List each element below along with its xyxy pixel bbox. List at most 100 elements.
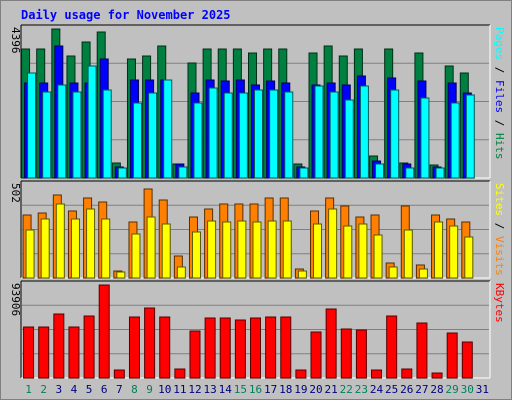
x-tick-label-day-18: 18 [279,383,292,396]
bar-visits-sites-day-8 [131,233,141,279]
bar-hits-pages-day-16 [254,89,263,179]
bar-hits-pages-day-5 [87,65,97,179]
bar-kbytes-kbytes-day-19 [295,369,307,379]
x-tick-label-day-23: 23 [355,383,368,396]
bar-visits-sites-day-13 [207,220,217,279]
bar-kbytes-kbytes-day-20 [310,331,322,379]
legend-separator: / [493,60,506,80]
bar-hits-pages-day-18 [284,91,294,179]
x-tick-label-day-9: 9 [146,383,153,396]
bar-visits-sites-day-1 [25,229,35,279]
bar-visits-sites-day-21 [328,208,338,279]
bar-hits-pages-day-9 [148,92,158,179]
bar-visits-sites-day-24 [373,234,383,279]
bar-kbytes-kbytes-day-11 [174,368,186,379]
x-tick-label-day-30: 30 [461,383,474,396]
panel-kbytes-ymax-label: 93906 [9,283,22,316]
bar-kbytes-kbytes-day-23 [355,329,367,379]
x-tick-label-day-4: 4 [71,383,78,396]
bar-hits-pages-day-8 [132,102,142,179]
legend-separator: / [493,113,506,133]
x-tick-label-day-25: 25 [385,383,398,396]
x-tick-label-day-28: 28 [430,383,443,396]
x-tick-label-day-22: 22 [340,383,353,396]
x-tick-label-day-13: 13 [203,383,216,396]
bar-kbytes-kbytes-day-16 [250,317,261,379]
panel-visits-ymax-label: 502 [9,183,22,203]
bar-hits-pages-day-1 [27,72,37,179]
bar-hits-pages-day-17 [269,89,279,179]
x-tick-label-day-27: 27 [415,383,428,396]
bar-hits-pages-day-12 [193,102,203,179]
bar-kbytes-kbytes-day-10 [159,316,171,379]
bar-kbytes-kbytes-day-2 [38,326,50,379]
bar-hits-pages-day-3 [57,84,67,179]
bar-visits-sites-day-28 [434,221,444,279]
bar-kbytes-kbytes-day-8 [128,316,140,379]
bar-visits-sites-day-20 [313,223,323,279]
x-tick-label-day-20: 20 [309,383,322,396]
bar-hits-pages-day-20 [314,85,324,179]
bar-kbytes-kbytes-day-25 [386,315,398,379]
bar-kbytes-kbytes-day-24 [371,369,383,379]
bar-kbytes-kbytes-day-6 [98,284,110,379]
bar-kbytes-kbytes-day-4 [68,326,80,379]
bar-kbytes-kbytes-day-26 [401,368,413,379]
x-tick-label-day-17: 17 [264,383,277,396]
bar-hits-pages-day-27 [420,97,430,179]
bar-hits-pages-day-14 [223,92,233,179]
bar-visits-sites-day-16 [252,221,262,279]
bar-visits-sites-day-22 [343,225,353,279]
panel-hits-legend: Pages / Files / Hits [493,27,506,160]
legend-item-sites: Sites [493,183,506,216]
bar-visits-sites-day-3 [55,203,65,279]
x-tick-label-day-21: 21 [325,383,338,396]
legend-item-visits: Visits [493,236,506,276]
bar-kbytes-kbytes-day-13 [204,317,216,379]
bar-visits-sites-day-30 [464,236,474,279]
bar-hits-pages-day-28 [435,167,445,179]
bar-kbytes-kbytes-day-30 [461,341,473,379]
x-tick-label-day-15: 15 [234,383,247,396]
bar-kbytes-kbytes-day-9 [144,307,156,379]
bar-visits-sites-day-15 [237,220,247,279]
bar-hits-pages-day-13 [208,87,218,179]
bar-visits-sites-day-27 [418,268,428,279]
bar-visits-sites-day-25 [388,266,398,279]
x-tick-label-day-7: 7 [116,383,123,396]
x-tick-label-day-12: 12 [188,383,201,396]
x-tick-label-day-11: 11 [173,383,186,396]
legend-item-kbytes: KBytes [493,283,506,323]
x-tick-label-day-31: 31 [476,383,489,396]
x-tick-label-day-8: 8 [131,383,138,396]
legend-separator: / [493,216,506,236]
bar-visits-sites-day-18 [282,220,292,279]
bar-kbytes-kbytes-day-7 [113,369,125,379]
panel-hits-ymax-label: 4396 [9,27,22,54]
bar-hits-pages-day-29 [450,102,460,179]
bar-kbytes-kbytes-day-15 [234,319,246,379]
bar-hits-pages-day-30 [465,94,475,179]
bar-hits-pages-day-25 [390,89,400,179]
bar-kbytes-kbytes-day-28 [431,372,443,379]
x-tick-label-day-6: 6 [101,383,108,396]
x-tick-label-day-1: 1 [25,383,32,396]
bar-kbytes-kbytes-day-17 [265,316,277,379]
bar-visits-sites-day-2 [40,218,50,279]
bar-visits-sites-day-17 [267,220,277,279]
bar-visits-sites-day-19 [297,270,307,279]
bar-hits-pages-day-19 [299,167,309,179]
bar-visits-sites-day-10 [161,223,171,279]
bar-kbytes-kbytes-day-27 [416,322,428,379]
bar-hits-pages-day-10 [163,79,173,179]
bar-visits-sites-day-4 [70,218,80,279]
bar-hits-pages-day-2 [42,91,52,179]
bar-kbytes-kbytes-day-3 [53,313,65,379]
bar-kbytes-kbytes-day-21 [325,308,337,379]
x-tick-label-day-16: 16 [249,383,262,396]
bar-visits-sites-day-7 [116,271,126,279]
legend-item-files: Files [493,80,506,113]
bar-hits-pages-day-4 [72,91,82,179]
bar-hits-pages-day-6 [102,89,112,179]
